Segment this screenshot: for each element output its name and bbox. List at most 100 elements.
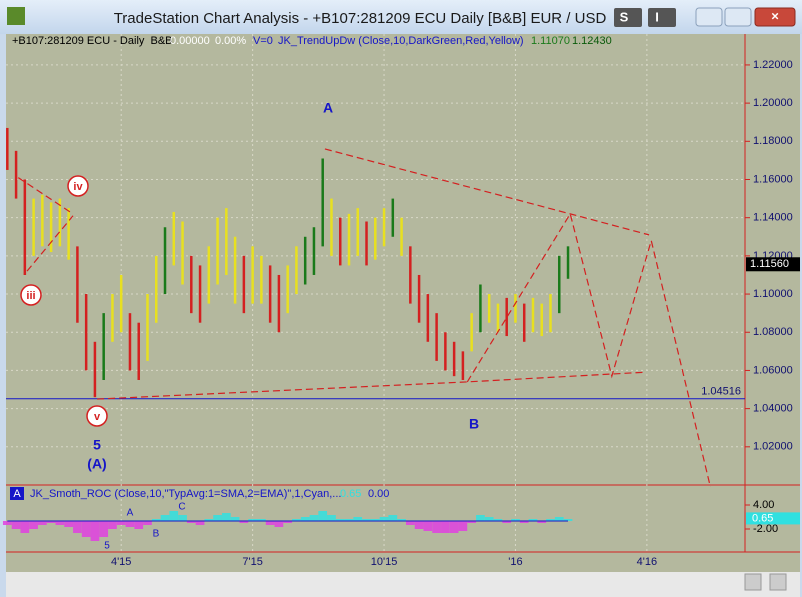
histogram-bar [388, 515, 398, 521]
window-title: TradeStation Chart Analysis - +B107:2812… [114, 10, 607, 27]
y-tick-label: 1.16000 [753, 173, 793, 185]
histogram-bar [73, 521, 82, 533]
wave-label: 5 [104, 541, 110, 552]
histogram-bar [204, 519, 214, 521]
s-button[interactable] [614, 8, 642, 27]
histogram-bar [292, 519, 301, 521]
wave-label: A [127, 508, 134, 519]
histogram-bar [519, 521, 529, 523]
last-value-label: 0.65 [752, 512, 773, 524]
y-tick-label: 1.12000 [753, 250, 793, 262]
study-header: 0.00% [215, 35, 246, 47]
wave-label: iii [26, 290, 35, 302]
x-tick-label: 7'15 [242, 556, 262, 568]
histogram-bar [38, 521, 47, 525]
study-header: JK_Smoth_ROC (Close,10,"TypAvg:1=SMA,2=E… [30, 488, 341, 500]
study-header: +B107:281209 ECU - Daily B&B [12, 35, 173, 47]
level-label: 1.04516 [701, 386, 741, 398]
histogram-bar [476, 515, 485, 521]
histogram-bar [563, 519, 573, 521]
histogram-bar [20, 521, 30, 533]
scroll-button[interactable] [744, 573, 762, 591]
histogram-bar [484, 517, 494, 521]
histogram-bar [511, 519, 520, 521]
y-tick-label: 1.08000 [753, 326, 793, 338]
histogram-bar [537, 521, 547, 523]
trend-line [26, 215, 74, 272]
last-value-box [746, 512, 800, 525]
x-tick-label: 10'15 [371, 556, 398, 568]
x-tick-label: '16 [508, 556, 522, 568]
wave-label: iv [73, 181, 83, 193]
wave-circle [20, 284, 42, 306]
wave-label: A [323, 100, 333, 116]
minimize-button[interactable] [695, 7, 723, 27]
study-header: V=0 [253, 35, 273, 47]
y-tick-label: 4.00 [753, 499, 774, 511]
close-icon[interactable]: × [771, 8, 779, 23]
x-tick-label: 4'15 [111, 556, 131, 568]
histogram-bar [81, 521, 91, 537]
study-header: 1.11070 [531, 35, 570, 47]
histogram-bar [493, 519, 503, 521]
histogram-bar [64, 521, 73, 527]
histogram-bar [186, 521, 196, 523]
histogram-bar [213, 515, 222, 521]
histogram-bar [99, 521, 109, 537]
histogram-bar [169, 511, 179, 521]
histogram-bar [116, 521, 126, 525]
y-tick-label: 1.06000 [753, 364, 793, 376]
scroll-button[interactable] [769, 573, 787, 591]
close-button[interactable] [754, 7, 796, 27]
study-header: 0.00000 [170, 35, 210, 47]
scrollbar[interactable] [6, 572, 800, 597]
wave-circle [67, 175, 89, 197]
histogram-bar [55, 521, 65, 525]
histogram-bar [283, 521, 293, 523]
histogram-bar [344, 519, 354, 521]
trend-line [324, 148, 650, 236]
histogram-bar [143, 521, 152, 525]
histogram-bar [502, 521, 512, 523]
y-tick-label: 1.18000 [753, 135, 793, 147]
histogram-bar [11, 521, 21, 529]
wave-label: C [178, 502, 185, 513]
histogram-bar [90, 521, 100, 541]
y-tick-label: 1.02000 [753, 441, 793, 453]
histogram-bar [458, 521, 468, 531]
wave-circle [86, 405, 108, 427]
i-button[interactable] [648, 8, 676, 27]
histogram-bar [274, 521, 284, 527]
y-tick-label: -2.00 [753, 523, 778, 535]
histogram-bar [318, 511, 328, 521]
histogram-bar [248, 519, 257, 521]
study-header: 0.00 [368, 488, 389, 500]
histogram-bar [423, 521, 433, 531]
histogram-bar [178, 515, 187, 521]
histogram-bar [449, 521, 459, 533]
y-tick-label: 1.14000 [753, 212, 793, 224]
last-price-box [746, 257, 800, 272]
histogram-bar [353, 517, 363, 521]
histogram-bar [327, 515, 336, 521]
histogram-bar [239, 521, 249, 523]
maximize-button[interactable] [724, 7, 752, 27]
histogram-bar [441, 521, 450, 533]
i-button-label[interactable]: I [655, 9, 659, 24]
histogram-bar [405, 521, 415, 525]
histogram-bar [257, 519, 266, 521]
y-tick-label: 1.10000 [753, 288, 793, 300]
pane-badge [10, 487, 24, 500]
s-button-label[interactable]: S [620, 9, 629, 24]
histogram-bar [546, 519, 555, 521]
histogram-bar [29, 521, 38, 529]
wave-label: v [94, 411, 101, 423]
study-header: 0.65 [340, 488, 361, 500]
histogram-bar [379, 517, 389, 521]
trend-line [97, 371, 643, 400]
pane-badge-label: A [13, 488, 21, 500]
histogram-bar [108, 521, 117, 529]
histogram-bar [160, 515, 170, 521]
histogram-bar [2, 521, 12, 525]
